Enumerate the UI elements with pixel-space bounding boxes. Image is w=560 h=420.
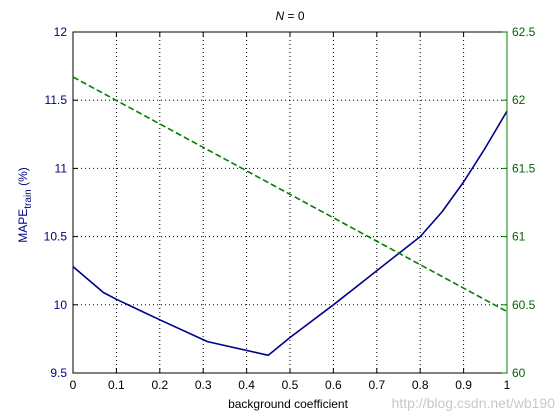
x-axis-label: background coefficient — [228, 397, 349, 411]
x-tick-label: 0.5 — [282, 378, 299, 392]
x-tick-label: 1 — [504, 378, 511, 392]
y-axis-label-left: MAPEtrain (%) — [16, 167, 34, 242]
y-left-tick-label: 11.5 — [45, 93, 68, 107]
x-tick-label: 0.7 — [368, 378, 385, 392]
x-tick-label: 0.3 — [195, 378, 212, 392]
series-layer — [72, 76, 508, 357]
x-tick-label: 0.4 — [238, 378, 255, 392]
series-line-right-axis — [72, 76, 508, 313]
watermark-text: http://blog.csdn.net/wb190 — [392, 395, 556, 411]
chart-title: N = 0 — [275, 9, 304, 23]
plot-frame — [72, 31, 508, 374]
x-tick-label: 0.1 — [108, 378, 125, 392]
y-left-tick-label: 10.5 — [44, 230, 68, 244]
axis-ticks: 0 0.1 0.2 0.3 0.4 0.5 0.6 0.7 0.8 0.9 1 9.5 10 10.5 11… — [44, 25, 536, 392]
grid-lines — [73, 32, 507, 373]
y-right-tick-label: 60.5 — [512, 298, 536, 312]
x-tick-label: 0.9 — [455, 378, 472, 392]
y-left-tick-label: 12 — [54, 25, 68, 39]
y-left-tick-label: 10 — [54, 298, 68, 312]
x-tick-label: 0.2 — [151, 378, 168, 392]
y-right-tick-label: 61 — [512, 230, 526, 244]
x-tick-label: 0 — [70, 378, 77, 392]
y-left-tick-label: 11 — [55, 161, 68, 175]
x-tick-label: 0.6 — [325, 378, 342, 392]
y-right-tick-label: 60 — [512, 366, 526, 380]
x-tick-label: 0.8 — [412, 378, 429, 392]
series-line-left-axis — [72, 110, 508, 357]
y-right-tick-label: 61.5 — [512, 161, 536, 175]
y-left-tick-label: 9.5 — [50, 366, 67, 380]
y-right-tick-label: 62.5 — [512, 25, 536, 39]
y-right-tick-label: 62 — [512, 93, 526, 107]
